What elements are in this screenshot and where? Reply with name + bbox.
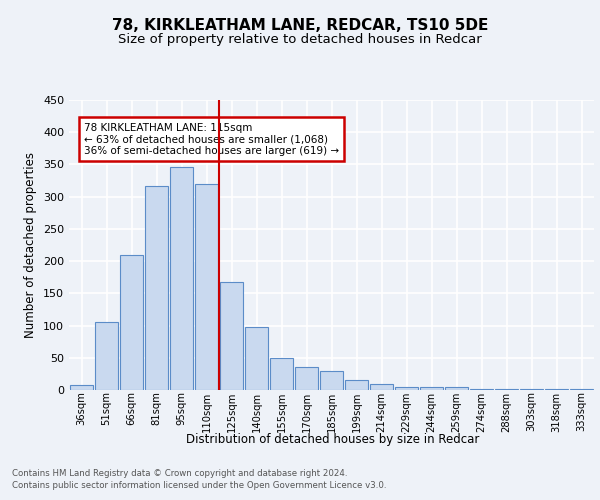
Text: Contains public sector information licensed under the Open Government Licence v3: Contains public sector information licen… — [12, 481, 386, 490]
Bar — [170, 167, 193, 390]
Bar — [320, 372, 343, 390]
Bar — [270, 358, 293, 390]
Bar — [70, 386, 93, 390]
Text: 78, KIRKLEATHAM LANE, REDCAR, TS10 5DE: 78, KIRKLEATHAM LANE, REDCAR, TS10 5DE — [112, 18, 488, 32]
Bar — [220, 282, 243, 390]
Text: 78 KIRKLEATHAM LANE: 115sqm
← 63% of detached houses are smaller (1,068)
36% of : 78 KIRKLEATHAM LANE: 115sqm ← 63% of det… — [84, 122, 339, 156]
Bar — [95, 322, 118, 390]
Bar — [295, 367, 318, 390]
Bar — [195, 184, 218, 390]
Bar — [370, 384, 393, 390]
Y-axis label: Number of detached properties: Number of detached properties — [25, 152, 37, 338]
Text: Distribution of detached houses by size in Redcar: Distribution of detached houses by size … — [187, 432, 479, 446]
Bar — [345, 380, 368, 390]
Bar — [420, 387, 443, 390]
Text: Contains HM Land Registry data © Crown copyright and database right 2024.: Contains HM Land Registry data © Crown c… — [12, 469, 347, 478]
Bar — [245, 327, 268, 390]
Bar — [445, 388, 468, 390]
Bar — [395, 388, 418, 390]
Bar — [120, 254, 143, 390]
Text: Size of property relative to detached houses in Redcar: Size of property relative to detached ho… — [118, 32, 482, 46]
Bar — [145, 186, 168, 390]
